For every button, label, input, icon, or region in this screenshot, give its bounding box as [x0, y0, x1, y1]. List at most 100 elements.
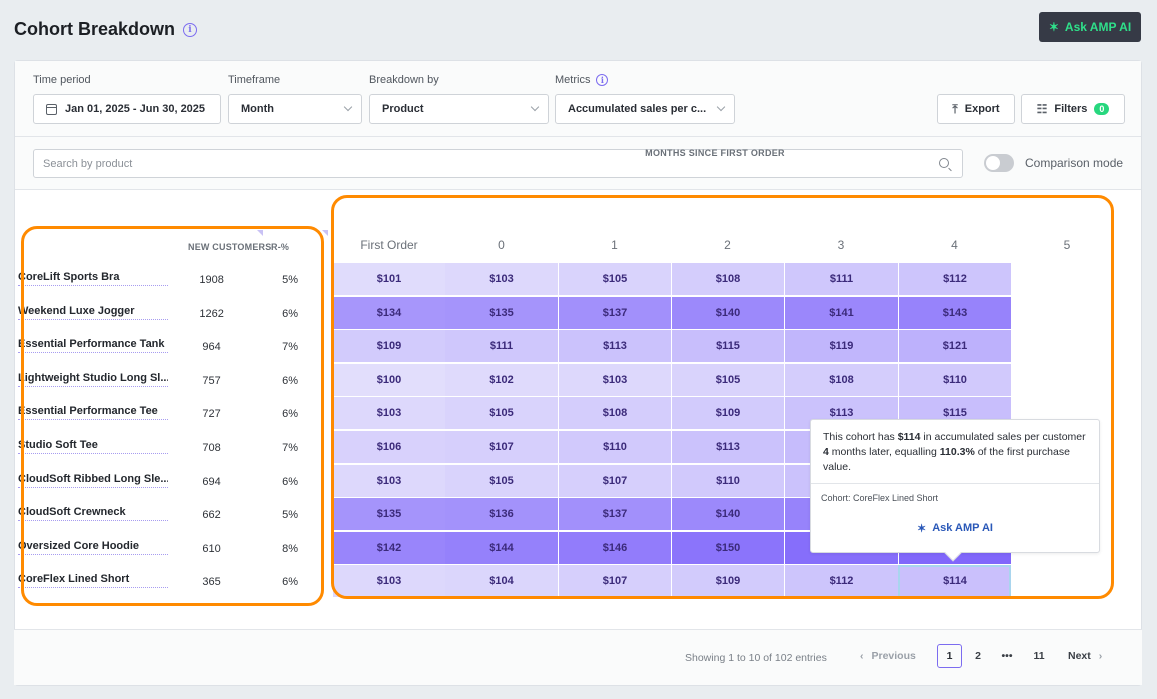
- sort-indicator: [257, 230, 263, 236]
- table-row[interactable]: Essential Performance Tank 964 7%: [18, 330, 298, 364]
- cohort-cell[interactable]: $104: [445, 565, 558, 599]
- cohort-cell[interactable]: $106: [333, 431, 445, 464]
- cohort-cell[interactable]: $105: [671, 363, 784, 397]
- breakdown-select[interactable]: Product: [369, 94, 549, 124]
- product-name-link[interactable]: CloudSoft Crewneck: [18, 506, 168, 522]
- search-input[interactable]: [34, 150, 914, 177]
- r-pct-header[interactable]: R-%: [271, 242, 290, 252]
- cohort-cell[interactable]: $107: [445, 431, 558, 464]
- cohort-cell[interactable]: $143: [898, 296, 1011, 330]
- table-row[interactable]: Oversized Core Hoodie 610 8%: [18, 532, 298, 566]
- cohort-cell[interactable]: $137: [558, 296, 671, 330]
- cohort-cell[interactable]: $111: [445, 330, 558, 364]
- time-period-label: Time period: [33, 74, 91, 86]
- cohort-cell[interactable]: $103: [333, 464, 445, 498]
- cohort-cell[interactable]: $105: [445, 464, 558, 498]
- cohort-cell[interactable]: $103: [333, 397, 445, 431]
- cohort-cell[interactable]: $108: [558, 397, 671, 431]
- page-11[interactable]: 11: [1033, 650, 1045, 662]
- cohort-cell[interactable]: $109: [671, 565, 784, 599]
- cohort-cell[interactable]: $102: [445, 363, 558, 397]
- product-name-link[interactable]: Weekend Luxe Jogger: [18, 305, 168, 320]
- table-row[interactable]: Essential Performance Tee 727 6%: [18, 397, 298, 431]
- product-name-link[interactable]: Oversized Core Hoodie: [18, 540, 168, 555]
- cohort-cell[interactable]: $109: [671, 397, 784, 431]
- metrics-select[interactable]: Accumulated sales per c...: [555, 94, 735, 124]
- cohort-cell[interactable]: $108: [671, 263, 784, 296]
- new-customers-value: 662: [202, 509, 221, 522]
- cohort-cell[interactable]: $111: [784, 263, 898, 296]
- cohort-cell[interactable]: $112: [784, 565, 898, 599]
- showing-entries: Showing 1 to 10 of 102 entries: [685, 652, 827, 664]
- timeframe-select[interactable]: Month: [228, 94, 362, 124]
- filters-button[interactable]: ☷ Filters 0: [1021, 94, 1125, 124]
- cohort-cell[interactable]: $140: [671, 498, 784, 532]
- table-row[interactable]: CoreLift Sports Bra 1908 5%: [18, 263, 298, 297]
- cohort-cell[interactable]: $108: [784, 363, 898, 397]
- comparison-mode-toggle[interactable]: [984, 154, 1014, 172]
- cohort-cell[interactable]: $103: [333, 565, 445, 599]
- cohort-cell[interactable]: $110: [558, 431, 671, 464]
- product-name-link[interactable]: Lightweight Studio Long Sl...: [18, 372, 168, 387]
- cohort-cell[interactable]: $105: [445, 397, 558, 431]
- cohort-cell[interactable]: $134: [333, 296, 445, 330]
- r-pct-value: 6%: [282, 374, 298, 387]
- product-name-link[interactable]: CloudSoft Ribbed Long Sle...: [18, 473, 168, 488]
- product-name-link[interactable]: Studio Soft Tee: [18, 439, 168, 454]
- product-name-link[interactable]: CoreFlex Lined Short: [18, 573, 168, 589]
- page-2[interactable]: 2: [975, 650, 981, 662]
- cohort-cell[interactable]: $135: [333, 498, 445, 532]
- previous-page-button[interactable]: ‹ Previous: [860, 644, 916, 668]
- table-row[interactable]: CloudSoft Crewneck 662 5%: [18, 498, 298, 532]
- cohort-cell[interactable]: $100: [333, 363, 445, 397]
- time-period-picker[interactable]: Jan 01, 2025 - Jun 30, 2025: [33, 94, 221, 124]
- product-cell: Weekend Luxe Jogger: [18, 305, 177, 323]
- export-button[interactable]: ⤒ Export: [937, 94, 1015, 124]
- metrics-label-text: Metrics: [555, 74, 591, 86]
- tooltip-ask-ai-button[interactable]: ✶ Ask AMP AI: [811, 522, 1099, 535]
- cohort-cell[interactable]: $115: [671, 330, 784, 364]
- cohort-cell[interactable]: $107: [558, 565, 671, 599]
- cohort-cell[interactable]: $110: [898, 363, 1011, 397]
- product-name-link[interactable]: Essential Performance Tee: [18, 405, 168, 421]
- new-customers-header[interactable]: NEW CUSTOMERS: [188, 242, 272, 252]
- table-row[interactable]: CoreFlex Lined Short 365 6%: [18, 565, 298, 599]
- cohort-cell[interactable]: $146: [558, 531, 671, 565]
- table-row[interactable]: Weekend Luxe Jogger 1262 6%: [18, 297, 298, 331]
- info-icon[interactable]: i: [596, 74, 609, 86]
- product-cell: CoreLift Sports Bra: [18, 271, 177, 289]
- cohort-cell[interactable]: $144: [445, 531, 558, 565]
- cohort-cell[interactable]: $112: [898, 263, 1011, 296]
- next-page-button[interactable]: Next ›: [1068, 644, 1102, 668]
- cohort-cell[interactable]: $142: [333, 531, 445, 565]
- cohort-cell[interactable]: $150: [671, 531, 784, 565]
- cohort-cell[interactable]: $101: [333, 263, 445, 296]
- cohort-cell[interactable]: $114: [898, 565, 1011, 599]
- cohort-cell[interactable]: $121: [898, 330, 1011, 364]
- cohort-cell[interactable]: $113: [671, 431, 784, 464]
- search-field[interactable]: [33, 149, 963, 178]
- product-name-link[interactable]: Essential Performance Tank: [18, 338, 168, 354]
- ask-ai-button[interactable]: ✶ Ask AMP AI: [1039, 12, 1141, 42]
- cohort-cell[interactable]: $105: [558, 263, 671, 296]
- product-name-link[interactable]: CoreLift Sports Bra: [18, 271, 168, 286]
- page-1[interactable]: 1: [937, 644, 962, 668]
- cohort-cell[interactable]: $135: [445, 296, 558, 330]
- cohort-cell[interactable]: $141: [784, 296, 898, 330]
- table-row[interactable]: Lightweight Studio Long Sl... 757 6%: [18, 364, 298, 398]
- cohort-cell[interactable]: $103: [558, 363, 671, 397]
- cohort-cell[interactable]: $137: [558, 498, 671, 532]
- cohort-cell[interactable]: $113: [558, 330, 671, 364]
- table-row[interactable]: CloudSoft Ribbed Long Sle... 694 6%: [18, 465, 298, 499]
- info-icon[interactable]: i: [183, 22, 198, 37]
- cohort-cell[interactable]: $110: [671, 464, 784, 498]
- new-customers-value: 365: [202, 576, 221, 589]
- table-row[interactable]: Studio Soft Tee 708 7%: [18, 431, 298, 465]
- search-icon[interactable]: [939, 158, 949, 168]
- cohort-cell[interactable]: $136: [445, 498, 558, 532]
- cohort-cell[interactable]: $140: [671, 296, 784, 330]
- cohort-cell[interactable]: $107: [558, 464, 671, 498]
- cohort-cell[interactable]: $119: [784, 330, 898, 364]
- cohort-cell[interactable]: $109: [333, 330, 445, 364]
- cohort-cell[interactable]: $103: [445, 263, 558, 296]
